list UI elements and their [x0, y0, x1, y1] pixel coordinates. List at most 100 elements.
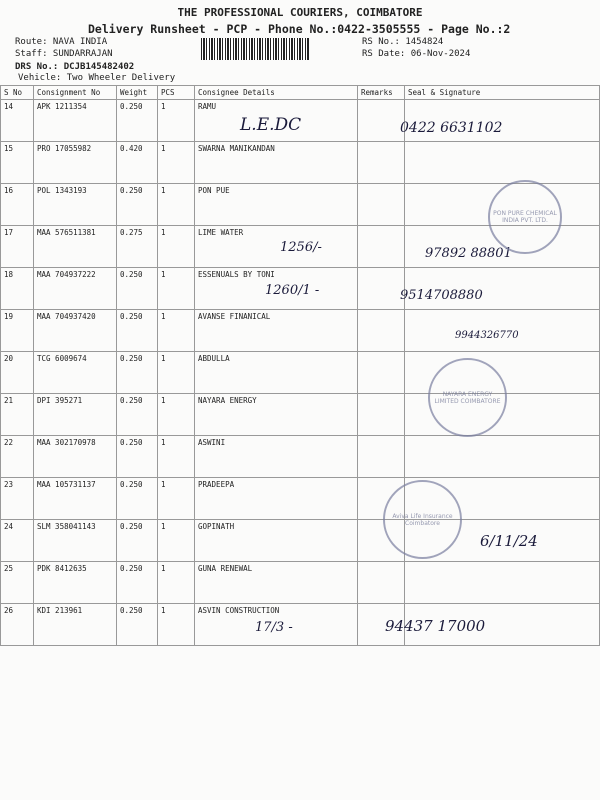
consignee-details-cell: GOPINATH — [194, 519, 358, 562]
consignee-details-cell: NAYARA ENERGY — [194, 393, 358, 436]
weight-cell: 0.250 — [116, 603, 158, 646]
table-row: 22 MAA 302170978 0.250 1 ASWINI — [0, 435, 600, 478]
remarks-cell — [357, 183, 405, 226]
weight-cell: 0.250 — [116, 99, 158, 142]
pcs-cell: 1 — [157, 141, 195, 184]
remarks-cell — [357, 393, 405, 436]
s-no-cell: 17 — [0, 225, 34, 268]
consignee-details-cell: ASVIN CONSTRUCTION — [194, 603, 358, 646]
table-row: 15 PRO 17055982 0.420 1 SWARNA MANIKANDAN — [0, 141, 600, 184]
seal-signature-cell — [404, 99, 600, 142]
consignment-no-cell: DPI 395271 — [33, 393, 117, 436]
seal-signature-cell — [404, 141, 600, 184]
pcs-cell: 1 — [157, 99, 195, 142]
handwritten-note: 1260/1 - — [265, 283, 320, 298]
pcs-cell: 1 — [157, 267, 195, 310]
consignment-no-cell: POL 1343193 — [33, 183, 117, 226]
consignment-no-cell: MAA 704937420 — [33, 309, 117, 352]
handwritten-phone: 9944326770 — [455, 330, 519, 341]
remarks-cell — [357, 99, 405, 142]
table-row: 24 SLM 358041143 0.250 1 GOPINATH — [0, 519, 600, 562]
pcs-cell: 1 — [157, 225, 195, 268]
pcs-cell: 1 — [157, 435, 195, 478]
table-row: 18 MAA 704937222 0.250 1 ESSENUALS BY TONI — [0, 267, 600, 310]
column-header: PCS — [157, 85, 195, 100]
weight-cell: 0.250 — [116, 267, 158, 310]
table-row: 21 DPI 395271 0.250 1 NAYARA ENERGY — [0, 393, 600, 436]
seal-signature-cell — [404, 603, 600, 646]
consignee-details-cell: LIME WATER — [194, 225, 358, 268]
pcs-cell: 1 — [157, 603, 195, 646]
table-row: 23 MAA 105731137 0.250 1 PRADEEPA — [0, 477, 600, 520]
remarks-cell — [357, 561, 405, 604]
pcs-cell: 1 — [157, 393, 195, 436]
remarks-cell — [357, 435, 405, 478]
pcs-cell: 1 — [157, 309, 195, 352]
consignee-details-cell: ESSENUALS BY TONI — [194, 267, 358, 310]
handwritten-note: 17/3 - — [255, 620, 293, 635]
consignment-no-cell: SLM 358041143 — [33, 519, 117, 562]
consignment-no-cell: MAA 105731137 — [33, 477, 117, 520]
drs-no: DRS No.: DCJB145482402 — [15, 62, 135, 72]
table-row: 20 TCG 6009674 0.250 1 ABDULLA — [0, 351, 600, 394]
rs-no: RS No.: 1454824 — [362, 37, 444, 47]
handwritten-phone: 0422 6631102 — [400, 120, 503, 136]
seal-signature-cell — [404, 267, 600, 310]
remarks-cell — [357, 225, 405, 268]
weight-cell: 0.250 — [116, 309, 158, 352]
consignee-details-cell: PRADEEPA — [194, 477, 358, 520]
company-stamp: Aviva Life Insurance Coimbatore — [383, 480, 462, 559]
pcs-cell: 1 — [157, 561, 195, 604]
remarks-cell — [357, 141, 405, 184]
s-no-cell: 18 — [0, 267, 34, 310]
table-row: 16 POL 1343193 0.250 1 PON PUE — [0, 183, 600, 226]
consignee-details-cell: ABDULLA — [194, 351, 358, 394]
runsheet-table: S No Consignment No Weight PCS Consignee Det… — [0, 85, 600, 646]
rs-date: RS Date: 06-Nov-2024 — [362, 49, 471, 59]
handwritten-note: 1256/- — [280, 240, 322, 255]
s-no-cell: 23 — [0, 477, 34, 520]
column-header: Weight — [116, 85, 158, 100]
pcs-cell: 1 — [157, 519, 195, 562]
table-row: 14 APK 1211354 0.250 1 RAMU — [0, 99, 600, 142]
s-no-cell: 16 — [0, 183, 34, 226]
table-row: 26 KDI 213961 0.250 1 ASVIN CONSTRUCTION — [0, 603, 600, 646]
consignment-no-cell: MAA 576511381 — [33, 225, 117, 268]
consignment-no-cell: APK 1211354 — [33, 99, 117, 142]
pcs-cell: 1 — [157, 351, 195, 394]
weight-cell: 0.250 — [116, 519, 158, 562]
pcs-cell: 1 — [157, 183, 195, 226]
handwritten-phone: 9514708880 — [400, 288, 483, 303]
column-header: Remarks — [357, 85, 405, 100]
consignment-no-cell: MAA 704937222 — [33, 267, 117, 310]
s-no-cell: 22 — [0, 435, 34, 478]
remarks-cell — [357, 351, 405, 394]
consignee-details-cell: GUNA RENEWAL — [194, 561, 358, 604]
s-no-cell: 19 — [0, 309, 34, 352]
consignee-details-cell: PON PUE — [194, 183, 358, 226]
company-stamp: NAYARA ENERGY LIMITED COIMBATORE — [428, 358, 507, 437]
consignee-details-cell: AVANSE FINANICAL — [194, 309, 358, 352]
runsheet-title: Delivery Runsheet - PCP - Phone No.:0422… — [88, 22, 511, 36]
consignee-details-cell: ASWINI — [194, 435, 358, 478]
weight-cell: 0.250 — [116, 561, 158, 604]
consignment-no-cell: KDI 213961 — [33, 603, 117, 646]
weight-cell: 0.250 — [116, 477, 158, 520]
column-header: Consignment No — [33, 85, 117, 100]
table-row: 25 PDK 8412635 0.250 1 GUNA RENEWAL — [0, 561, 600, 604]
consignee-details-cell: RAMU — [194, 99, 358, 142]
s-no-cell: 25 — [0, 561, 34, 604]
handwritten-phone: 97892 88801 — [425, 246, 512, 261]
remarks-cell — [357, 309, 405, 352]
company-title: THE PROFESSIONAL COURIERS, COIMBATORE — [177, 6, 423, 19]
consignment-no-cell: PDK 8412635 — [33, 561, 117, 604]
s-no-cell: 15 — [0, 141, 34, 184]
weight-cell: 0.250 — [116, 183, 158, 226]
s-no-cell: 21 — [0, 393, 34, 436]
handwritten-phone: 94437 17000 — [385, 617, 486, 635]
staff: Staff: SUNDARRAJAN — [15, 49, 113, 59]
seal-signature-cell — [404, 435, 600, 478]
handwritten-note: L.E.DC — [240, 115, 302, 135]
s-no-cell: 14 — [0, 99, 34, 142]
weight-cell: 0.275 — [116, 225, 158, 268]
